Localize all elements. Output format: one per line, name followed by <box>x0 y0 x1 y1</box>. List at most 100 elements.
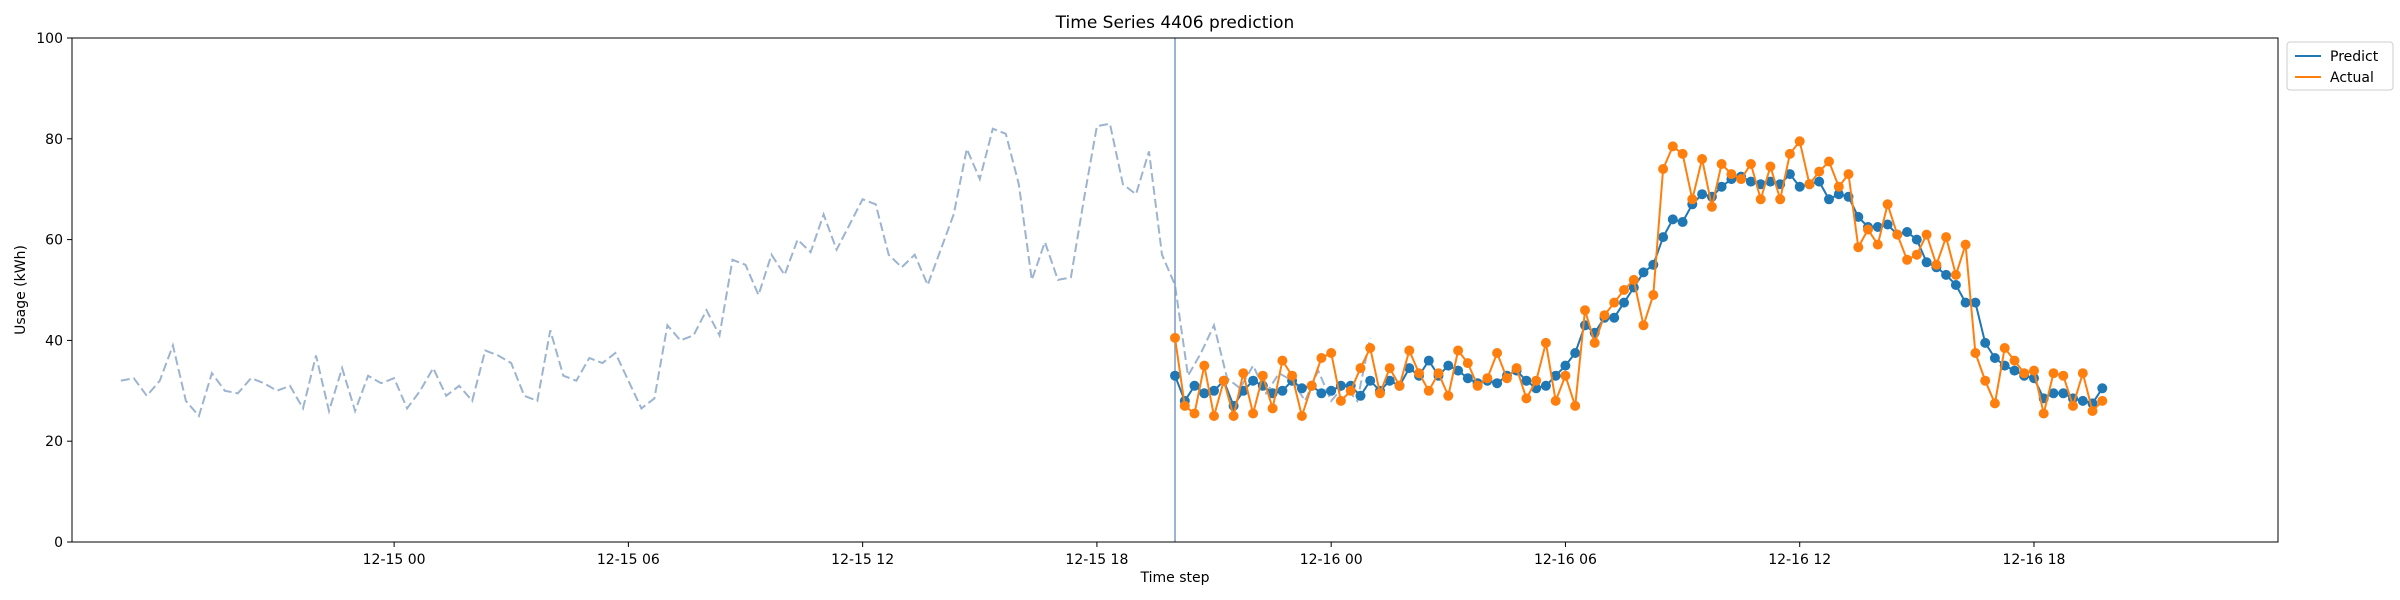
predict-point <box>1667 214 1678 225</box>
actual-point <box>1345 385 1356 396</box>
actual-point <box>1726 169 1737 180</box>
actual-point <box>2038 408 2049 419</box>
x-tick-label: 12-16 06 <box>1534 552 1597 568</box>
predict-point <box>2058 388 2069 399</box>
actual-point <box>1589 337 1600 348</box>
actual-point <box>1902 254 1913 265</box>
predict-point <box>1277 385 1288 396</box>
actual-point <box>1501 373 1512 384</box>
predict-point <box>1960 297 1971 308</box>
actual-point <box>1472 380 1483 391</box>
actual-point <box>1706 201 1717 212</box>
predict-point <box>1882 219 1893 230</box>
actual-point <box>1784 148 1795 159</box>
predict-point <box>1550 370 1561 381</box>
actual-point <box>1384 363 1395 374</box>
actual-point <box>1619 285 1629 295</box>
predict-point <box>1355 390 1366 401</box>
actual-point <box>1443 390 1454 401</box>
predict-point <box>2077 395 2088 406</box>
predict-point <box>1453 365 1464 376</box>
x-tick-label: 12-16 00 <box>1300 552 1363 568</box>
actual-point <box>1218 375 1229 386</box>
predict-point <box>1941 269 1952 280</box>
actual-point <box>1765 161 1776 172</box>
actual-point <box>1482 373 1493 384</box>
actual-point <box>1833 181 1844 192</box>
actual-point <box>1921 229 1932 240</box>
actual-point <box>1882 199 1893 210</box>
x-tick-label: 12-15 00 <box>363 552 426 568</box>
actual-point <box>1989 398 2000 409</box>
predict-point <box>1462 373 1473 384</box>
predict-point <box>1902 227 1913 237</box>
actual-point <box>1189 408 1200 419</box>
actual-point <box>1824 156 1834 167</box>
predict-point <box>1677 217 1688 227</box>
predict-point <box>1609 312 1620 323</box>
actual-point <box>1716 159 1727 169</box>
actual-point <box>1521 393 1532 404</box>
predict-point <box>1950 280 1961 290</box>
actual-point <box>1980 375 1991 386</box>
actual-point <box>1306 380 1317 391</box>
actual-point <box>1462 358 1473 369</box>
legend: Predict Actual <box>2286 41 2394 91</box>
actual-point <box>1911 249 1922 260</box>
predict-point <box>1697 189 1708 200</box>
actual-point <box>1209 411 1219 421</box>
actual-point <box>1423 385 1434 396</box>
predict-point <box>1853 211 1864 222</box>
actual-point <box>1550 395 1561 406</box>
predict-point <box>1921 257 1932 268</box>
actual-point <box>1433 368 1444 379</box>
x-tick-label: 12-16 12 <box>1768 552 1831 568</box>
predict-point <box>2097 383 2108 394</box>
y-tick-label: 100 <box>36 31 63 47</box>
predict-point <box>2048 388 2059 399</box>
predict-point <box>1716 181 1727 192</box>
predict-point <box>1209 385 1219 396</box>
predict-point <box>1619 297 1629 308</box>
predict-point <box>1794 181 1805 192</box>
predict-point <box>1384 375 1395 386</box>
predict-point <box>1784 169 1795 180</box>
y-axis: 0 20 40 60 80 100 <box>36 31 72 551</box>
actual-point <box>1326 348 1337 358</box>
actual-point <box>1599 310 1610 321</box>
actual-point <box>1287 370 1298 381</box>
actual-point <box>2068 400 2078 411</box>
predict-point <box>1638 267 1649 278</box>
actual-point <box>1540 337 1551 348</box>
predict-point <box>1423 355 1434 366</box>
y-axis-title: Usage (kWh) <box>13 245 29 335</box>
actual-point <box>1267 403 1278 414</box>
actual-point <box>2058 370 2069 381</box>
predict-point <box>1540 380 1551 391</box>
actual-point <box>1335 395 1346 406</box>
actual-point <box>1667 141 1678 152</box>
actual-point <box>2019 368 2030 379</box>
actual-point <box>1941 232 1952 243</box>
actual-point <box>1755 194 1766 205</box>
actual-point <box>1863 224 1873 235</box>
actual-point <box>1453 345 1464 356</box>
actual-point <box>1170 332 1180 343</box>
legend-label-actual: Actual <box>2330 70 2374 86</box>
actual-point <box>2077 368 2088 379</box>
actual-point <box>1892 229 1903 240</box>
actual-point <box>1277 355 1288 366</box>
predict-point <box>1560 360 1571 371</box>
actual-point <box>1580 305 1590 316</box>
predict-point <box>1521 375 1532 386</box>
actual-point <box>1609 297 1620 308</box>
x-tick-label: 12-15 12 <box>831 552 894 568</box>
actual-point <box>1970 348 1981 358</box>
y-tick-label: 40 <box>45 333 63 349</box>
predict-point <box>1970 297 1981 308</box>
actual-point <box>1745 159 1756 169</box>
actual-point <box>1296 411 1307 421</box>
predict-point <box>1189 380 1200 391</box>
actual-point <box>1687 194 1698 205</box>
actual-point <box>1531 375 1542 386</box>
